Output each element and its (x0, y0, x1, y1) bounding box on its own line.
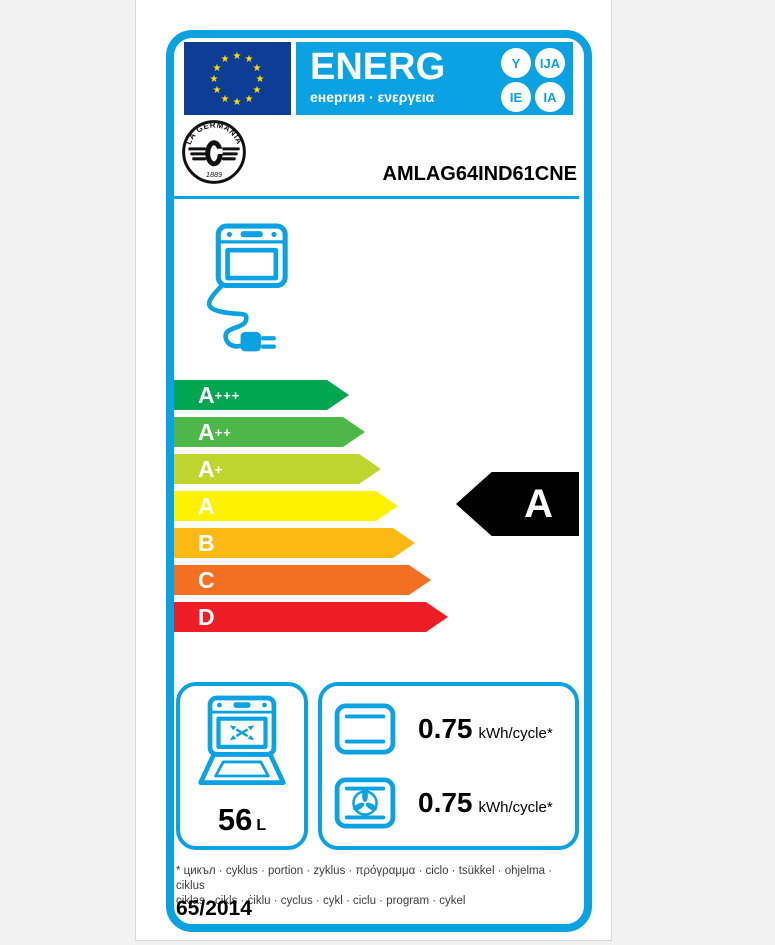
svg-text:★: ★ (253, 85, 262, 96)
product-image-panel: ★ ★ ★ ★ ★ ★ ★ ★ ★ ★ ★ ★ ENERG енергия · ενεργεια… (135, 0, 612, 941)
selected-rating-letter: A (524, 481, 553, 526)
regulation-number: 65/2014 (176, 897, 252, 920)
conventional-consumption-unit: kWh/cycle* (478, 725, 553, 742)
cavity-volume-box: 56 L (176, 682, 308, 850)
scale-plus: +++ (214, 387, 241, 403)
consumption-row-fan: 0.75 kWh/cycle* (322, 777, 575, 829)
brand-year: 1889 (206, 170, 222, 179)
svg-text:★: ★ (213, 85, 222, 96)
energ-language-badges: Y IJA IE IA (501, 48, 565, 115)
svg-text:★: ★ (245, 54, 254, 65)
fan-consumption-value: 0.75 (418, 787, 473, 818)
scale-bar-a: A (174, 491, 398, 521)
cavity-volume: 56 L (218, 802, 266, 838)
scale-plus: + (214, 461, 224, 477)
cavity-volume-unit: L (256, 817, 267, 834)
conventional-consumption-value: 0.75 (418, 713, 473, 744)
energ-header: ENERG енергия · ενεργεια Y IJA IE IA (296, 42, 573, 115)
header-separator (174, 196, 579, 199)
model-number: AMLAG64IND61CNE (382, 163, 577, 185)
badge-ia: IA (535, 82, 565, 112)
svg-text:★: ★ (213, 63, 222, 74)
svg-text:★: ★ (221, 54, 230, 65)
oven-plug-icon (196, 222, 300, 362)
brand-logo: LA GERMANIA 1889 (181, 119, 247, 185)
rating-scale: A +++ A ++ A + A B C D (174, 380, 448, 639)
scale-letter: A (198, 493, 215, 519)
scale-letter: D (198, 604, 215, 630)
oven-volume-icon (195, 694, 289, 796)
cycle-footnote: * цикъл · cyklus · portion · zyklus · πρ… (176, 864, 576, 909)
fan-forced-icon (334, 777, 396, 829)
badge-y: Y (501, 48, 531, 78)
svg-text:★: ★ (256, 74, 265, 85)
svg-text:★: ★ (245, 94, 254, 105)
svg-text:★: ★ (221, 94, 230, 105)
scale-letter: A (198, 456, 215, 482)
eu-energy-label: ★ ★ ★ ★ ★ ★ ★ ★ ★ ★ ★ ★ ENERG енергия · ενεργεια… (166, 30, 592, 932)
svg-text:★: ★ (233, 51, 242, 62)
svg-text:★: ★ (253, 63, 262, 74)
scale-bar-a3: A +++ (174, 380, 349, 410)
scale-bar-a2: A ++ (174, 417, 365, 447)
scale-bar-c: C (174, 565, 431, 595)
conventional-heating-icon (334, 703, 396, 755)
energ-word: ENERG (310, 46, 446, 88)
scale-bar-d: D (174, 602, 448, 632)
badge-ie: IE (501, 82, 531, 112)
badge-ija: IJA (535, 48, 565, 78)
cycle-footnote-line1: * цикъл · cyklus · portion · zyklus · πρ… (176, 865, 553, 892)
selected-rating-arrow: A (456, 472, 579, 536)
energy-consumption-box: 0.75 kWh/cycle* (318, 682, 579, 850)
scale-letter: B (198, 530, 215, 556)
scale-letter: C (198, 567, 215, 593)
fan-consumption-unit: kWh/cycle* (478, 799, 553, 816)
svg-text:★: ★ (210, 74, 219, 85)
cycle-footnote-line2: ciklas · cikls · ċiklu · cyclus · cykl ·… (176, 894, 466, 907)
scale-bar-a1: A + (174, 454, 381, 484)
consumption-row-conventional: 0.75 kWh/cycle* (322, 703, 575, 755)
svg-text:★: ★ (233, 97, 242, 108)
eu-flag-icon: ★ ★ ★ ★ ★ ★ ★ ★ ★ ★ ★ ★ (184, 42, 291, 115)
scale-letter: A (198, 419, 215, 445)
energ-subtitle: енергия · ενεργεια (310, 89, 435, 105)
scale-letter: A (198, 382, 215, 408)
scale-bar-b: B (174, 528, 415, 558)
scale-plus: ++ (214, 424, 232, 440)
cavity-volume-value: 56 (217, 802, 253, 837)
